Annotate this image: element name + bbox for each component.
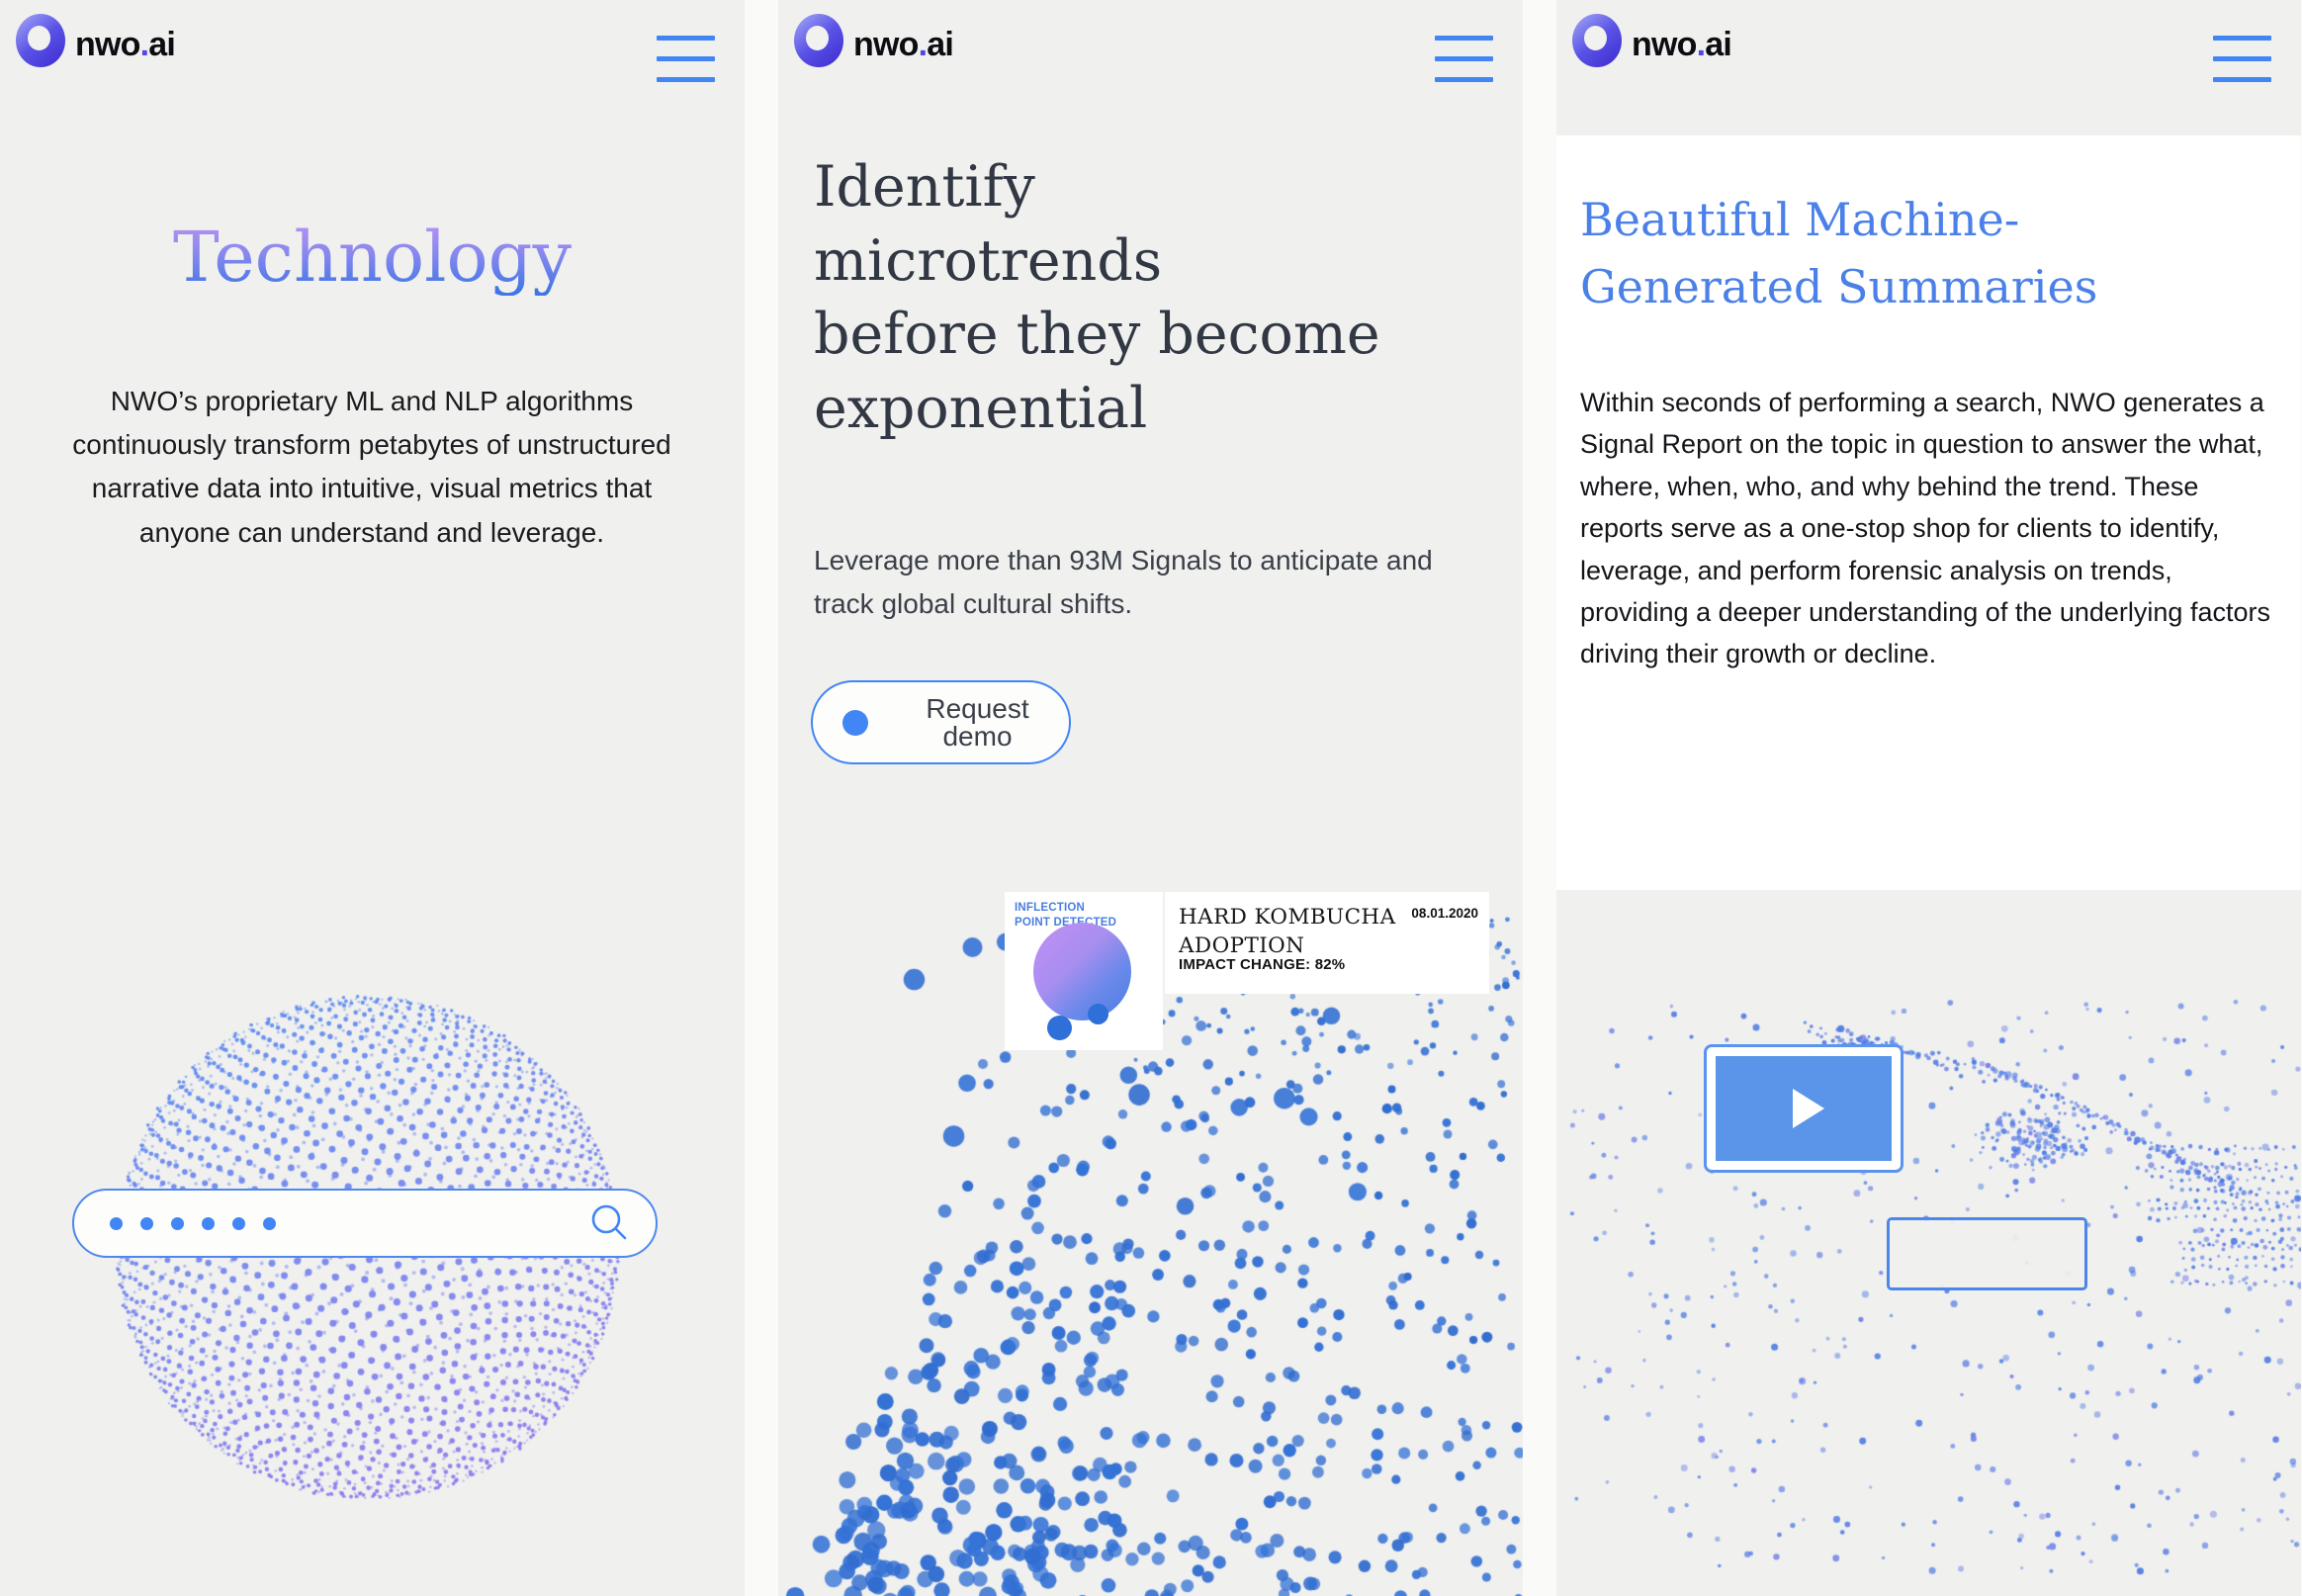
panel-summaries: nwo.ai Beautiful Machine- Generated Summ… [1556, 0, 2301, 1596]
hamburger-icon [1435, 36, 1493, 82]
logo-text: nwo.ai [1632, 26, 1732, 63]
play-icon [1793, 1089, 1824, 1128]
logo[interactable]: nwo.ai [16, 14, 176, 67]
menu-button[interactable] [657, 30, 715, 82]
search-input[interactable] [72, 1189, 658, 1258]
section-paragraph: Within seconds of performing a search, N… [1580, 388, 2270, 669]
video-play-button[interactable] [1704, 1044, 1904, 1173]
logo-icon [1572, 14, 1622, 67]
logo-icon [794, 14, 843, 67]
swarm-visual-section [1556, 890, 2301, 1596]
typing-dots [110, 1216, 276, 1230]
panel-technology: nwo.ai Technology NWO’s proprietary ML a… [0, 0, 745, 1596]
gradient-orb [1033, 923, 1131, 1020]
inflection-tile: INFLECTION POINT DETECTED [1005, 892, 1163, 1050]
section-heading: Beautiful Machine- Generated Summaries [1580, 193, 2098, 314]
signal-date: 08.01.2020 [1411, 906, 1478, 921]
logo-text: nwo.ai [853, 26, 954, 63]
signal-funnel-visual [778, 0, 1523, 1596]
request-demo-button[interactable]: Request demo [811, 680, 1071, 764]
bullet-icon [842, 709, 868, 736]
header-strip [1556, 0, 2301, 135]
signal-title: HARD KOMBUCHA ADOPTION [1179, 905, 1396, 958]
blue-dot [1047, 1016, 1072, 1040]
video-thumbnail [1716, 1056, 1892, 1161]
menu-button[interactable] [1435, 30, 1493, 82]
signal-card-info: HARD KOMBUCHA ADOPTION 08.01.2020 IMPACT… [1165, 892, 1489, 994]
content-block [1556, 135, 2301, 890]
topbar: nwo.ai [0, 0, 745, 103]
intro-paragraph: NWO’s proprietary ML and NLP algorithms … [72, 386, 671, 548]
menu-button[interactable] [2213, 30, 2271, 82]
topbar: nwo.ai [778, 0, 1523, 103]
section-heading: Identify microtrends before they become … [814, 154, 1380, 441]
signal-card: INFLECTION POINT DETECTED HARD KOMBUCHA … [1005, 892, 1489, 1050]
hamburger-icon [2213, 36, 2271, 82]
search-icon [591, 1204, 627, 1240]
panel-microtrends: nwo.ai Identify microtrends before they … [778, 0, 1523, 1596]
page-title: Technology [0, 220, 745, 296]
logo-icon [16, 14, 65, 67]
logo[interactable]: nwo.ai [794, 14, 954, 67]
blue-dot [1088, 1004, 1108, 1024]
section-subtext: Leverage more than 93M Signals to antici… [814, 545, 1433, 619]
logo-text: nwo.ai [75, 26, 176, 63]
outline-box [1887, 1217, 2087, 1290]
hamburger-icon [657, 36, 715, 82]
dotted-globe-visual [0, 0, 745, 1596]
topbar: nwo.ai [1556, 0, 2301, 103]
logo[interactable]: nwo.ai [1572, 14, 1732, 67]
signal-impact: IMPACT CHANGE: 82% [1179, 956, 1346, 973]
